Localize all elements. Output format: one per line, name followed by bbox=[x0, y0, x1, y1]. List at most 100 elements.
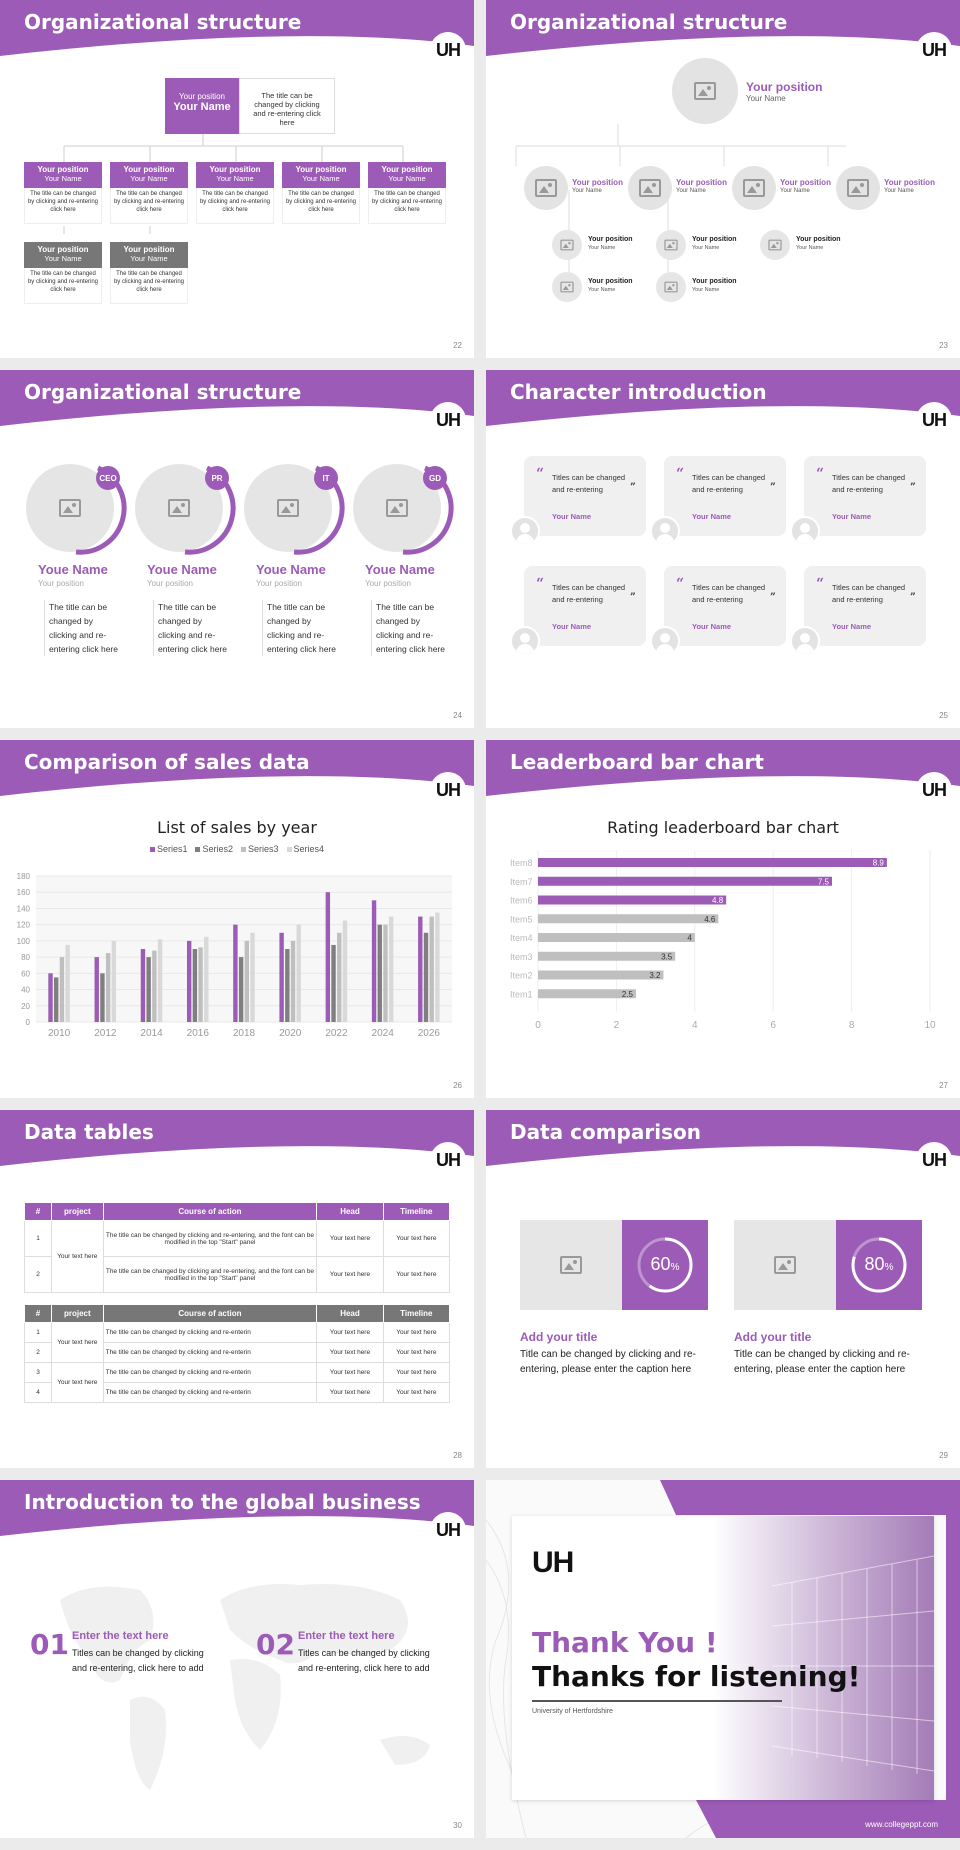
person-card[interactable]: CEO Youe Name Your position The title can b… bbox=[24, 462, 128, 702]
table-row[interactable]: 2 The title can be changed by clicking an… bbox=[23, 1256, 451, 1293]
comparison-card[interactable]: 80% Add your title Title can be changed by… bbox=[734, 1220, 924, 1400]
org-sub-node[interactable]: Your position Your Name bbox=[656, 272, 756, 304]
org-card-text: The title can be changed by clicking and… bbox=[368, 188, 446, 224]
chart-title: Rating leaderboard bar chart bbox=[607, 818, 839, 837]
position-label: Your position bbox=[295, 165, 347, 174]
image-placeholder bbox=[734, 1220, 836, 1310]
position-label: Your position bbox=[588, 236, 633, 243]
org-card[interactable]: Your position Your Name The title can be c… bbox=[24, 162, 102, 224]
quote-close-icon: ” bbox=[910, 482, 916, 493]
org-card-text: The title can be changed by clicking and… bbox=[110, 188, 188, 224]
y-category-label: Item3 bbox=[510, 952, 533, 962]
avatar-placeholder[interactable] bbox=[672, 58, 738, 124]
org-card-text: The title can be changed by clicking and… bbox=[110, 268, 188, 304]
slide-25[interactable]: Character introduction UH “ Titles can be… bbox=[486, 370, 960, 728]
slide-26[interactable]: Comparison of sales data UH List of sale… bbox=[0, 740, 474, 1098]
slide-24[interactable]: Organizational structure UH CEO Youe Name… bbox=[0, 370, 474, 728]
org-node[interactable]: Your position Your Name bbox=[836, 166, 946, 212]
person-card[interactable]: GD Youe Name Your position The title can be… bbox=[351, 462, 455, 702]
bar bbox=[538, 858, 887, 867]
slide-29[interactable]: Data comparison UH 60% Add your title Titl… bbox=[486, 1110, 960, 1468]
data-label: 2.5 bbox=[622, 990, 634, 999]
table-row[interactable]: 1 Your text here The title can be changed … bbox=[23, 1322, 451, 1363]
person-name: Youe Name bbox=[256, 562, 326, 577]
data-label: 4.6 bbox=[704, 915, 716, 924]
position-label: Your position bbox=[746, 80, 823, 94]
org-sub-node[interactable]: Your position Your Name bbox=[552, 272, 652, 304]
org-node[interactable]: Your position Your Name bbox=[628, 166, 738, 212]
slide-30[interactable]: Introduction to the global business UH 0… bbox=[0, 1480, 474, 1838]
table: # project Course of action Head Timeline 1 You… bbox=[23, 1304, 451, 1403]
slide-title: Character introduction bbox=[510, 380, 767, 404]
head-cell: Your text here bbox=[316, 1362, 384, 1383]
org-card[interactable]: Your position Your Name The title can be c… bbox=[110, 242, 188, 304]
quote-card[interactable]: “ Titles can be changed and re-entering ” Y… bbox=[650, 566, 788, 656]
table-row[interactable]: 2 The title can be changed by clicking an… bbox=[23, 1342, 451, 1363]
org-card[interactable]: Your position Your Name The title can be c… bbox=[110, 162, 188, 224]
org-node[interactable]: Your position Your Name bbox=[732, 166, 842, 212]
position-label: Your position bbox=[692, 278, 737, 285]
bar bbox=[538, 914, 719, 924]
quote-card[interactable]: “ Titles can be changed and re-entering ” Y… bbox=[790, 456, 928, 546]
table-row[interactable]: 1 Your text here The title can be changed … bbox=[23, 1220, 451, 1293]
name-label: Your Name bbox=[746, 94, 786, 103]
slide-28[interactable]: Data tables UH # project Course of action H… bbox=[0, 1110, 474, 1468]
website-link[interactable]: www.collegeppt.com bbox=[865, 1820, 938, 1829]
quote-card[interactable]: “ Titles can be changed and re-entering ” Y… bbox=[510, 456, 648, 546]
table: # project Course of action Head Timeline 1 You… bbox=[23, 1202, 451, 1293]
quote-card[interactable]: “ Titles can be changed and re-entering ” Y… bbox=[650, 456, 788, 546]
comparison-card[interactable]: 60% Add your title Title can be changed by… bbox=[520, 1220, 710, 1400]
person-position: Your position bbox=[38, 579, 84, 588]
org-card[interactable]: Your position Your Name The title can be c… bbox=[282, 162, 360, 224]
head-cell: Your text here bbox=[316, 1220, 384, 1257]
position-label: Your position bbox=[676, 178, 727, 187]
slide-27[interactable]: Leaderboard bar chart UH Rating leaderbo… bbox=[486, 740, 960, 1098]
bar bbox=[285, 949, 290, 1022]
org-card-header: Your position Your Name bbox=[110, 242, 188, 268]
org-sub-node[interactable]: Your position Your Name bbox=[760, 230, 860, 262]
business-item[interactable]: 01 Enter the text here Titles can be chang… bbox=[30, 1628, 230, 1688]
table-row[interactable]: 3 Your text here The title can be changed … bbox=[23, 1362, 451, 1403]
row-number: 4 bbox=[23, 1382, 53, 1403]
quote-bubble bbox=[804, 456, 926, 536]
leaderboard-bar-chart: 0 2 4 6 8 10 8.9 Item8 7.5 Item7 4.8 Item6 4.6 Item5 4… bbox=[510, 850, 936, 1031]
user-icon-body bbox=[516, 534, 534, 544]
x-tick-label: 2018 bbox=[233, 1028, 256, 1039]
person-card[interactable]: IT Youe Name Your position The title can be… bbox=[242, 462, 346, 702]
divider bbox=[532, 1700, 782, 1702]
action-cell: The title can be changed by clicking and… bbox=[102, 1322, 318, 1343]
person-name: Youe Name bbox=[365, 562, 435, 577]
y-tick-label: 20 bbox=[21, 1002, 30, 1011]
slide-23[interactable]: Organizational structure UH Your positio… bbox=[486, 0, 960, 358]
quote-author: Your Name bbox=[692, 622, 732, 631]
chart-legend: Series1 Series2 Series3 Series4 bbox=[0, 844, 474, 854]
closing-background bbox=[486, 1480, 960, 1838]
person-position: Your position bbox=[147, 579, 193, 588]
bar bbox=[371, 900, 377, 1022]
business-item[interactable]: 02 Enter the text here Titles can be chang… bbox=[256, 1628, 456, 1688]
quote-card[interactable]: “ Titles can be changed and re-entering ” Y… bbox=[510, 566, 648, 656]
org-card[interactable]: Your position Your Name The title can be c… bbox=[24, 242, 102, 304]
user-icon-body bbox=[796, 644, 814, 654]
table-row[interactable]: 4 The title can be changed by clicking an… bbox=[23, 1382, 451, 1403]
slide-22[interactable]: Organizational structure UH Your positio… bbox=[0, 0, 474, 358]
org-card-header: Your position Your Name bbox=[24, 162, 102, 188]
org-sub-node[interactable]: Your position Your Name bbox=[552, 230, 652, 262]
quote-card[interactable]: “ Titles can be changed and re-entering ” Y… bbox=[790, 566, 928, 656]
org-top-box[interactable]: Your position Your Name bbox=[165, 78, 239, 134]
quote-open-icon: “ bbox=[816, 576, 825, 592]
legend-swatch bbox=[286, 847, 292, 852]
image-icon bbox=[59, 499, 81, 517]
position-label: Your position bbox=[780, 178, 831, 187]
bar bbox=[105, 953, 111, 1022]
slide-31[interactable]: UH Thank You ! Thanks for listening! Uni… bbox=[486, 1480, 960, 1838]
org-node[interactable]: Your position Your Name bbox=[524, 166, 634, 212]
org-card-header: Your position Your Name bbox=[24, 242, 102, 268]
org-sub-node[interactable]: Your position Your Name bbox=[656, 230, 756, 262]
quote-author: Your Name bbox=[692, 512, 732, 521]
org-card[interactable]: Your position Your Name The title can be c… bbox=[196, 162, 274, 224]
org-card[interactable]: Your position Your Name The title can be c… bbox=[368, 162, 446, 224]
bar bbox=[100, 973, 105, 1022]
avatar bbox=[790, 626, 820, 656]
person-card[interactable]: PR Youe Name Your position The title can be… bbox=[133, 462, 237, 702]
